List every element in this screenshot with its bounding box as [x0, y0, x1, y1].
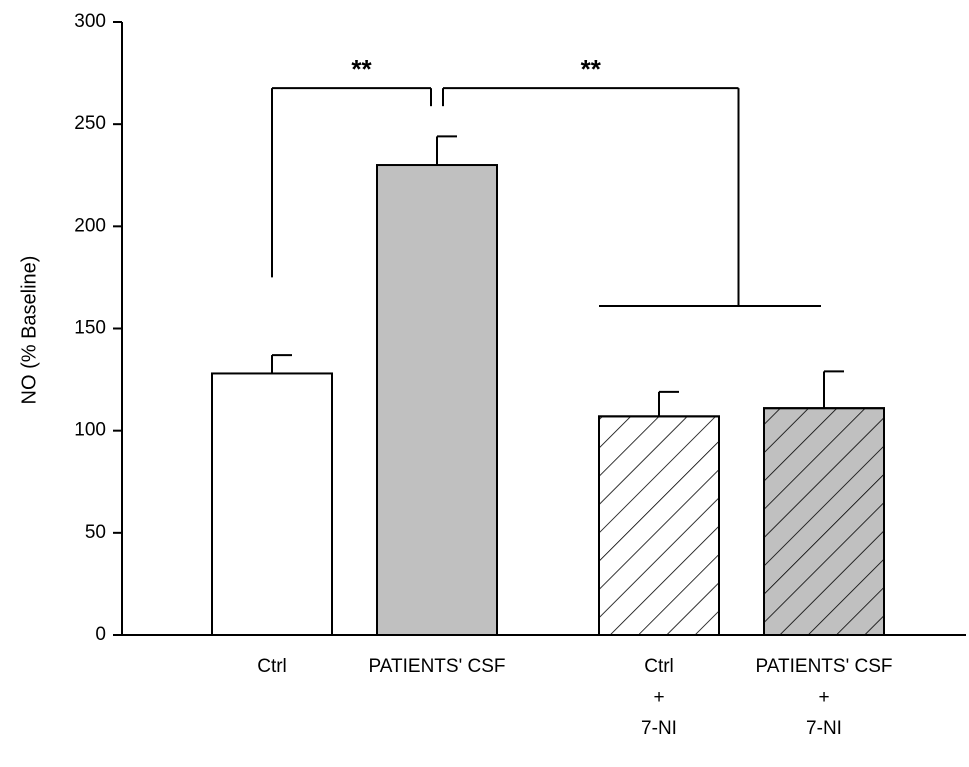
x-tick-label-line: +	[818, 687, 829, 708]
significance-label: **	[581, 54, 602, 84]
y-axis-label: NO (% Baseline)	[18, 256, 40, 405]
x-tick-label-line: Ctrl	[644, 656, 674, 677]
significance-label: **	[351, 54, 372, 84]
bar-hatch	[598, 415, 720, 637]
bar-hatch	[763, 407, 885, 636]
x-tick-label-line: +	[653, 687, 664, 708]
error-bars	[271, 135, 844, 417]
bar	[376, 164, 498, 637]
y-tick-label: 250	[74, 113, 106, 134]
x-tick-label-line: PATIENTS' CSF	[756, 656, 893, 677]
y-tick-label: 200	[74, 215, 106, 236]
x-tick-label: Ctrl +7-NI	[641, 656, 677, 739]
x-tick-label-line: Ctrl	[257, 656, 287, 677]
bar	[211, 372, 333, 636]
x-tick-label-line: 7-NI	[641, 718, 677, 739]
x-tick-label-line: 7-NI	[806, 718, 842, 739]
x-tick-label: PATIENTS' CSF	[369, 656, 506, 677]
x-tick-label: Ctrl	[257, 656, 287, 677]
y-tick-label: 100	[74, 420, 106, 441]
y-tick-label: 300	[74, 11, 106, 32]
y-axis: 0 50 100 150 200 250 300	[74, 11, 123, 645]
y-tick-label: 150	[74, 318, 106, 339]
category-labels: Ctrl PATIENTS' CSF Ctrl +7-NI PATIENTS' CSF +…	[257, 656, 892, 739]
bars	[211, 164, 885, 637]
y-tick-label: 0	[95, 624, 106, 645]
significance-brackets: ** **	[271, 54, 821, 308]
x-tick-label: PATIENTS' CSF +7-NI	[756, 656, 893, 739]
x-tick-label-line: PATIENTS' CSF	[369, 656, 506, 677]
y-tick-label: 50	[85, 522, 106, 543]
